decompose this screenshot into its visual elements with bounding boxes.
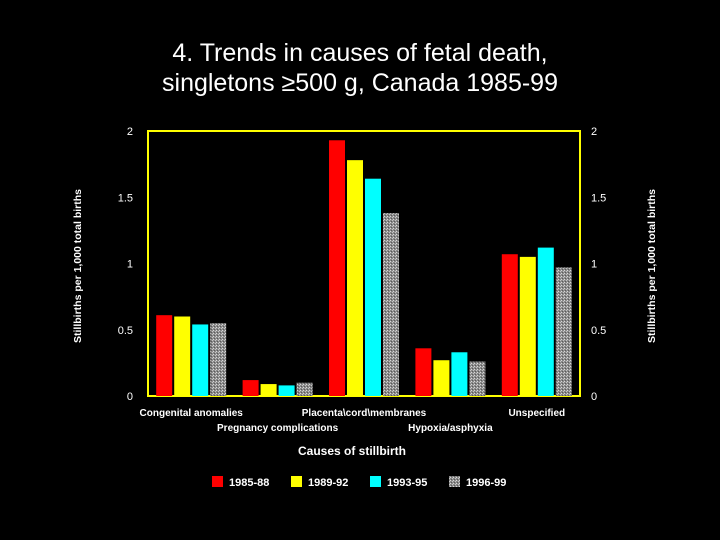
y-tick-right: 0 bbox=[591, 391, 597, 403]
bar-1989-92 bbox=[519, 256, 536, 396]
legend: 1985-88 1989-92 1993-95 1996-99 bbox=[212, 476, 506, 489]
bar-1996-99 bbox=[210, 323, 227, 396]
bar-1996-99 bbox=[383, 213, 399, 396]
bar-1985-88 bbox=[501, 254, 518, 396]
legend-label: 1989-92 bbox=[308, 477, 348, 489]
bar-1993-95 bbox=[192, 324, 209, 396]
category-label: Unspecified bbox=[508, 408, 565, 419]
bar-1985-88 bbox=[415, 348, 432, 396]
bar-1985-88 bbox=[156, 315, 173, 396]
y-tick-right: 1.5 bbox=[591, 192, 606, 204]
bar-1989-92 bbox=[174, 316, 191, 396]
bar-1993-95 bbox=[537, 247, 554, 396]
y-tick-right: 2 bbox=[591, 126, 597, 138]
chart-title-line-2: singletons ≥500 g, Canada 1985-99 bbox=[162, 69, 558, 97]
y-tick-left: 2 bbox=[127, 126, 133, 138]
y-axis-label-left: Stillbirths per 1,000 total births bbox=[72, 189, 84, 343]
legend-swatch bbox=[212, 476, 223, 487]
y-tick-left: 1 bbox=[127, 259, 133, 271]
bar-1993-95 bbox=[278, 385, 295, 396]
y-tick-left: 1.5 bbox=[118, 192, 133, 204]
bar-1989-92 bbox=[347, 160, 363, 396]
bar-1989-92 bbox=[433, 360, 450, 396]
category-labels: Congenital anomalies Pregnancy complicati… bbox=[140, 408, 566, 434]
legend-swatch bbox=[291, 476, 302, 487]
y-tick-left: 0 bbox=[127, 391, 133, 403]
y-tick-right: 1 bbox=[591, 259, 597, 271]
bar-1996-99 bbox=[296, 382, 313, 396]
bar-1989-92 bbox=[260, 384, 277, 396]
bar-1996-99 bbox=[555, 267, 572, 396]
legend-label: 1985-88 bbox=[229, 477, 269, 489]
category-label: Pregnancy complications bbox=[217, 423, 339, 434]
plot-border bbox=[147, 130, 581, 397]
x-axis-label: Causes of stillbirth bbox=[298, 444, 406, 458]
legend-swatch bbox=[449, 476, 460, 487]
bar-1993-95 bbox=[365, 178, 381, 396]
y-tick-labels: 0 0 0.5 0.5 1 1 1.5 1.5 2 2 bbox=[118, 126, 607, 403]
bars bbox=[156, 140, 572, 396]
category-label: Congenital anomalies bbox=[140, 408, 244, 419]
legend-swatch bbox=[370, 476, 381, 487]
category-label: Hypoxia/asphyxia bbox=[408, 423, 493, 434]
y-tick-left: 0.5 bbox=[118, 325, 133, 337]
bar-1993-95 bbox=[451, 352, 468, 396]
y-tick-right: 0.5 bbox=[591, 325, 606, 337]
bar-1985-88 bbox=[242, 380, 259, 396]
legend-label: 1993-95 bbox=[387, 477, 427, 489]
chart-title: 4. Trends in causes of fetal death, sing… bbox=[0, 38, 720, 98]
bar-1996-99 bbox=[469, 361, 486, 396]
plot-frame bbox=[147, 130, 581, 397]
category-label: Placenta\cord\membranes bbox=[302, 408, 427, 419]
bar-1985-88 bbox=[329, 140, 345, 396]
chart-title-line-1: 4. Trends in causes of fetal death, bbox=[172, 39, 548, 67]
legend-label: 1996-99 bbox=[466, 477, 506, 489]
y-axis-label-right: Stillbirths per 1,000 total births bbox=[646, 189, 658, 343]
